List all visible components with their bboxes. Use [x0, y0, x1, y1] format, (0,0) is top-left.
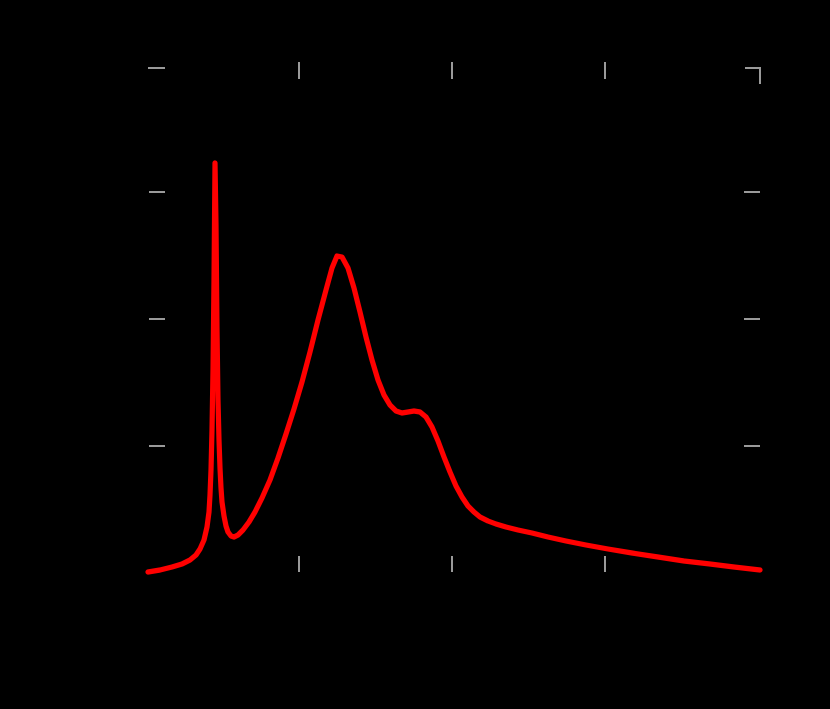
right-axis-ticks	[744, 190, 760, 448]
bottom-axis-ticks	[297, 556, 607, 572]
left-axis-ticks	[149, 190, 165, 448]
top-axis-ticks	[148, 62, 762, 84]
spectrum-curve	[145, 160, 763, 575]
